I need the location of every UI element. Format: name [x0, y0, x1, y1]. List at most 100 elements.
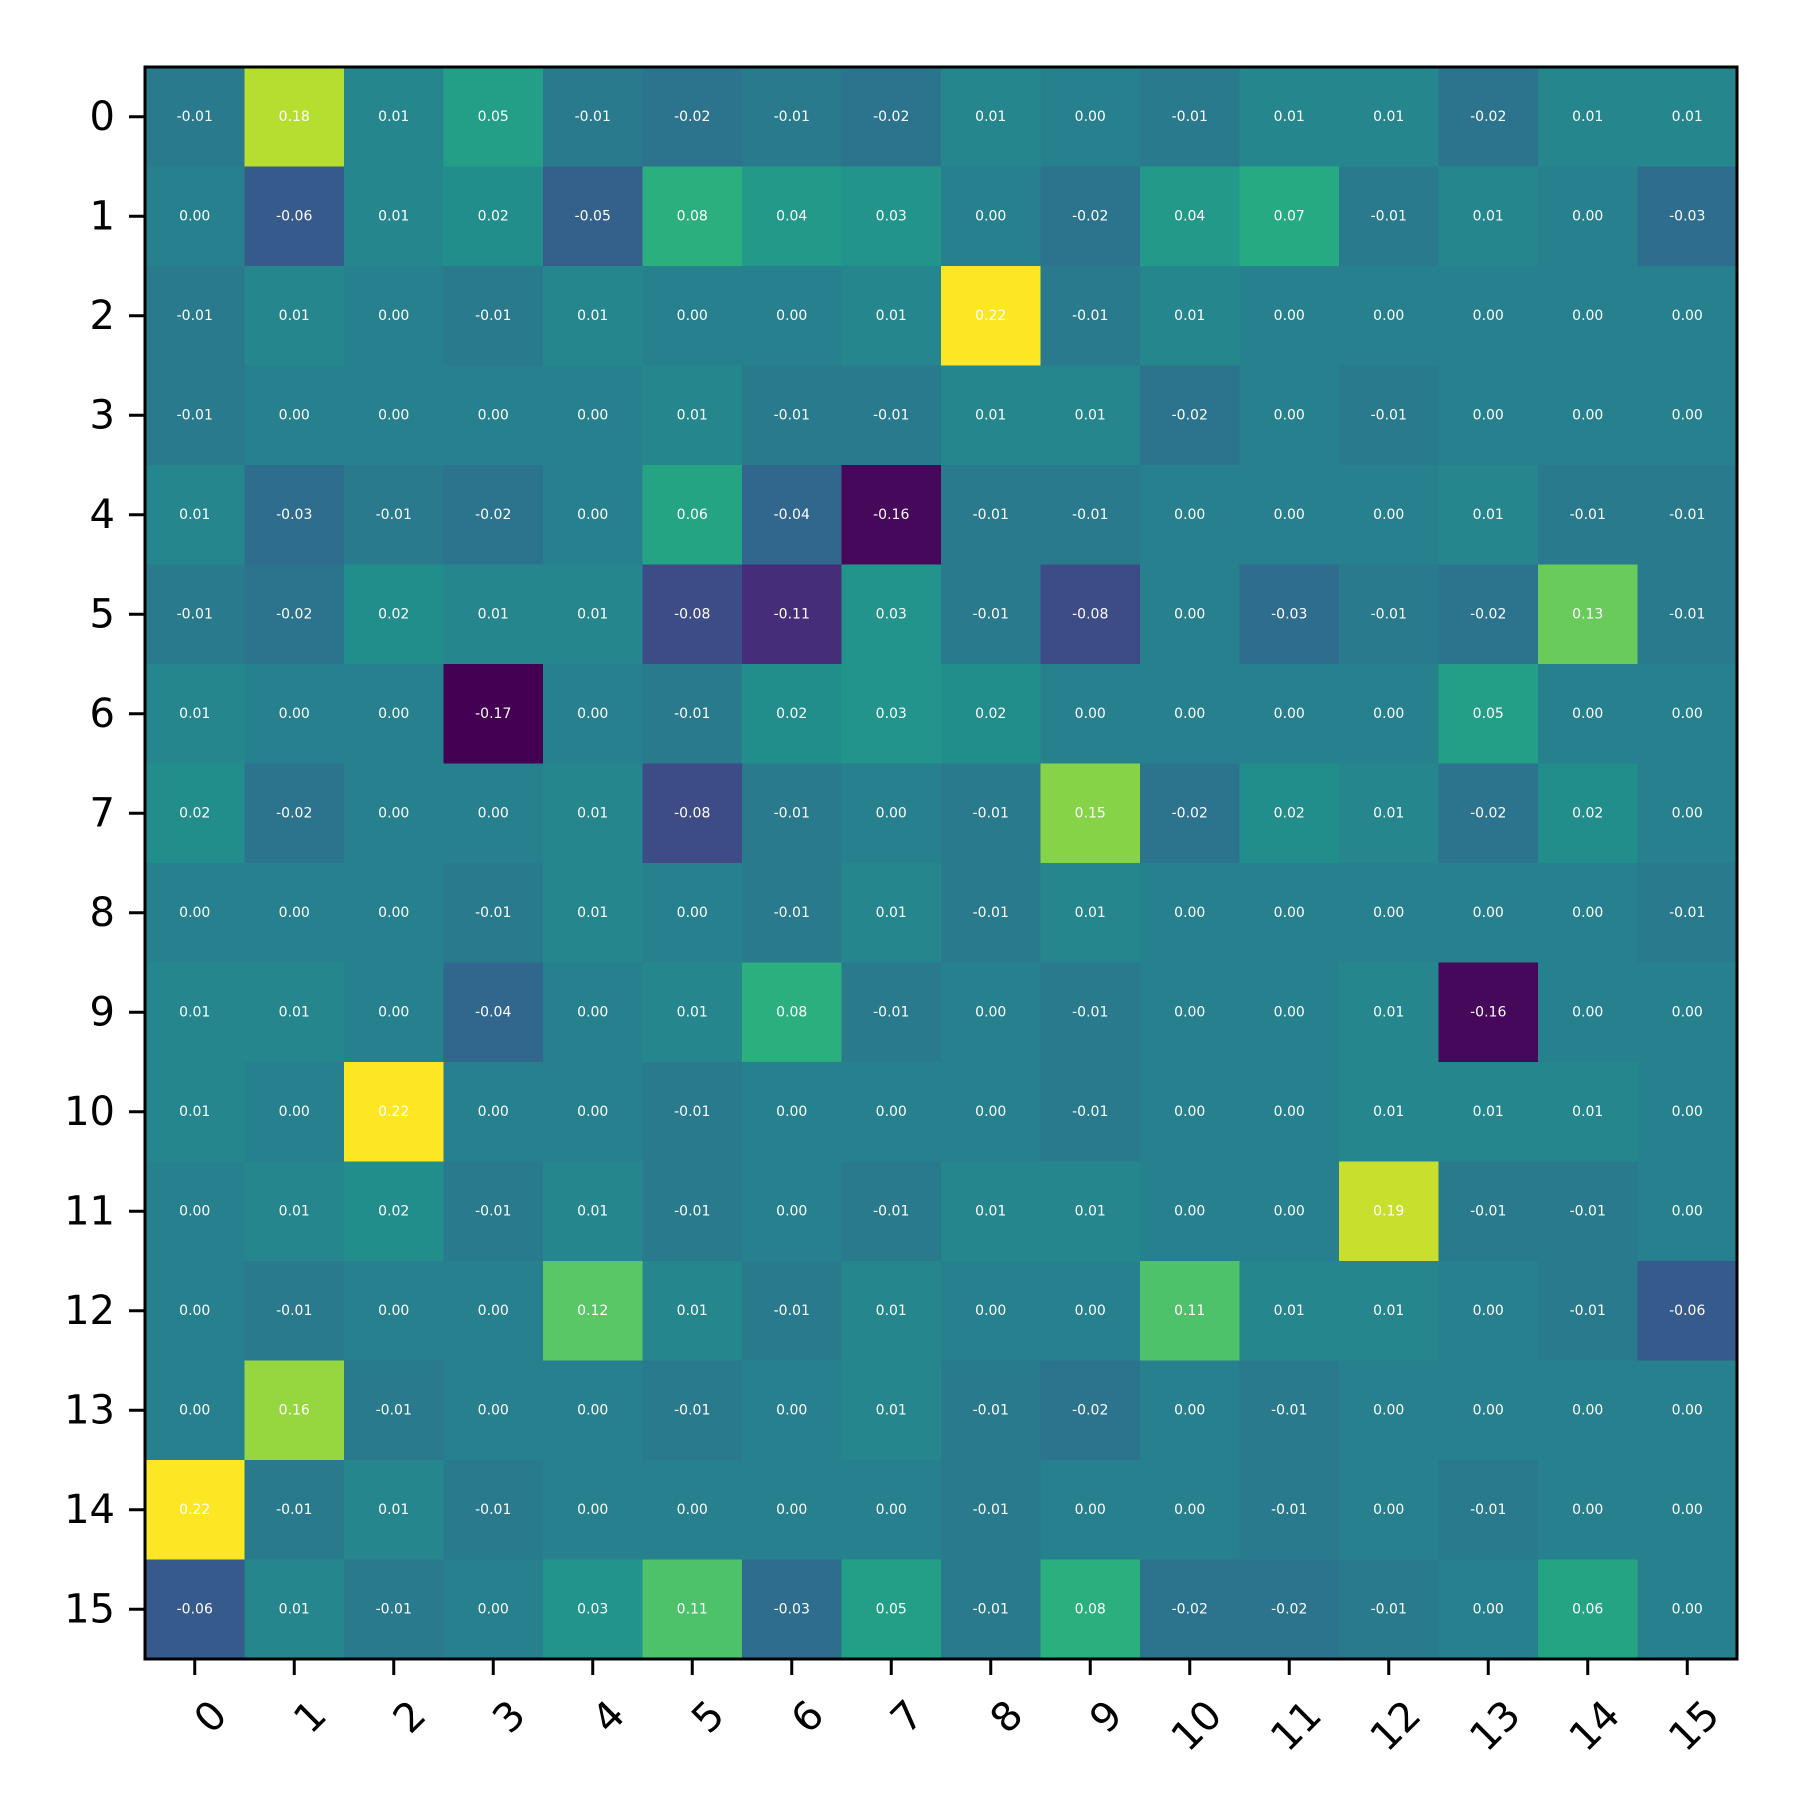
heatmap-cell — [244, 266, 345, 366]
heatmap-cell — [1140, 763, 1240, 864]
heatmap-cell — [941, 763, 1041, 864]
heatmap-cell — [1140, 664, 1240, 764]
cell-value-label: 0.04 — [1174, 208, 1205, 224]
heatmap-cell — [543, 1261, 643, 1361]
cell-value-label: 0.00 — [1075, 1502, 1106, 1518]
cell-value-label: 0.00 — [1672, 1402, 1703, 1418]
cell-value-label: -0.01 — [1371, 606, 1407, 622]
heatmap-cell — [941, 564, 1041, 665]
cell-value-label: 0.11 — [677, 1601, 708, 1617]
heatmap-cell — [742, 1360, 842, 1461]
cell-value-label: 0.00 — [1672, 1004, 1703, 1020]
cell-value-label: -0.01 — [774, 109, 810, 125]
cell-value-label: -0.01 — [276, 1303, 312, 1319]
heatmap-cell — [344, 465, 444, 565]
cell-value-label: 0.00 — [975, 1004, 1006, 1020]
cell-value-label: 0.00 — [577, 706, 608, 722]
heatmap-cell — [1637, 465, 1738, 565]
cell-value-label: 0.00 — [478, 1402, 509, 1418]
cell-value-label: 0.00 — [1572, 1402, 1603, 1418]
heatmap-cell — [841, 1360, 942, 1461]
cell-value-label: 0.01 — [1274, 109, 1305, 125]
cell-value-label: 0.00 — [1473, 905, 1504, 921]
heatmap-cell — [244, 465, 345, 565]
cell-value-label: 0.02 — [776, 706, 807, 722]
cell-value-label: 0.00 — [1174, 1004, 1205, 1020]
heatmap-cell — [1538, 1460, 1638, 1560]
cell-value-label: -0.01 — [973, 1601, 1009, 1617]
heatmap-cell — [642, 67, 743, 167]
heatmap-cell-labels: -0.01 0.18 0.01 0.05 -0.01 -0.02 -0.01 -0.02 0.0… — [177, 109, 1706, 1618]
y-tick-label: 7 — [90, 790, 115, 836]
y-tick-label: 14 — [64, 1487, 115, 1533]
heatmap-cell — [941, 1161, 1041, 1262]
heatmap-cell — [1339, 564, 1439, 665]
cell-value-label: 0.00 — [1672, 706, 1703, 722]
cell-value-label: -0.01 — [1371, 407, 1407, 423]
heatmap-cell — [841, 67, 942, 167]
heatmap-cell — [1438, 465, 1539, 565]
cell-value-label: 0.00 — [1672, 1104, 1703, 1120]
cell-value-label: 0.01 — [975, 109, 1006, 125]
cell-value-label: 0.00 — [577, 1004, 608, 1020]
cell-value-label: 0.00 — [1572, 1004, 1603, 1020]
heatmap-cell — [742, 1559, 842, 1660]
heatmap-cell — [1339, 166, 1439, 267]
cell-value-label: -0.02 — [674, 109, 710, 125]
heatmap-cell — [1538, 1261, 1638, 1361]
cell-value-label: 0.04 — [776, 208, 807, 224]
cell-value-label: 0.00 — [577, 1502, 608, 1518]
cell-value-label: -0.16 — [873, 507, 909, 523]
heatmap-cell — [1339, 863, 1439, 963]
cell-value-label: 0.00 — [378, 308, 409, 324]
cell-value-label: 0.01 — [975, 1203, 1006, 1219]
heatmap-cell — [1239, 962, 1340, 1063]
cell-value-label: 0.07 — [1274, 208, 1305, 224]
cell-value-label: -0.01 — [1371, 1601, 1407, 1617]
cell-value-label: 0.01 — [179, 507, 210, 523]
heatmap-cell — [941, 1559, 1041, 1660]
cell-value-label: 0.00 — [1075, 109, 1106, 125]
cell-value-label: -0.01 — [1072, 1004, 1108, 1020]
cell-value-label: 0.01 — [279, 1601, 310, 1617]
heatmap-cell — [1538, 1559, 1638, 1660]
cell-value-label: 0.00 — [1572, 208, 1603, 224]
heatmap-cell — [841, 1261, 942, 1361]
cell-value-label: 0.02 — [179, 805, 210, 821]
cell-value-label: 0.02 — [378, 606, 409, 622]
cell-value-label: -0.02 — [1072, 1402, 1108, 1418]
heatmap-cell — [1239, 166, 1340, 267]
heatmap-cell — [941, 1360, 1041, 1461]
cell-value-label: 0.00 — [1174, 1104, 1205, 1120]
heatmap-cell — [941, 67, 1041, 167]
heatmap-cell — [1637, 763, 1738, 864]
cell-value-label: 0.01 — [1075, 1203, 1106, 1219]
heatmap-cell — [543, 1360, 643, 1461]
cell-value-label: 0.00 — [1572, 308, 1603, 324]
cell-value-label: -0.01 — [873, 1004, 909, 1020]
cell-value-label: -0.01 — [774, 805, 810, 821]
heatmap-cell — [1239, 763, 1340, 864]
cell-value-label: -0.02 — [1470, 109, 1506, 125]
heatmap-cell — [1438, 1161, 1539, 1262]
cell-value-label: 0.03 — [876, 606, 907, 622]
heatmap-cell — [543, 863, 643, 963]
heatmap-cell — [543, 1161, 643, 1262]
cell-value-label: -0.01 — [1072, 507, 1108, 523]
heatmap-cell — [1239, 1360, 1340, 1461]
heatmap-cell — [1339, 664, 1439, 764]
heatmap-cell — [244, 67, 345, 167]
heatmap-cell — [344, 1261, 444, 1361]
heatmap-cell — [1040, 763, 1141, 864]
heatmap-cell — [1339, 1261, 1439, 1361]
cell-value-label: 0.00 — [378, 1004, 409, 1020]
cell-value-label: -0.01 — [973, 606, 1009, 622]
cell-value-label: 0.22 — [975, 308, 1006, 324]
cell-value-label: -0.01 — [376, 507, 412, 523]
cell-value-label: 0.00 — [478, 805, 509, 821]
heatmap-cell — [1239, 1161, 1340, 1262]
cell-value-label: 0.03 — [876, 208, 907, 224]
heatmap-cell — [642, 962, 743, 1063]
y-tick-label: 9 — [90, 989, 115, 1035]
cell-value-label: -0.01 — [1271, 1502, 1307, 1518]
